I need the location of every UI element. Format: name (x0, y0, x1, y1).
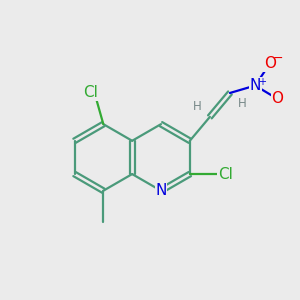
Text: O: O (264, 56, 276, 71)
Text: +: + (258, 77, 266, 87)
Text: N: N (155, 183, 167, 198)
Text: Cl: Cl (218, 167, 233, 182)
Text: Cl: Cl (83, 85, 98, 100)
Text: O: O (272, 92, 284, 106)
Text: H: H (193, 100, 202, 113)
Text: N: N (250, 78, 261, 93)
Text: H: H (238, 97, 247, 110)
Text: −: − (273, 52, 284, 65)
